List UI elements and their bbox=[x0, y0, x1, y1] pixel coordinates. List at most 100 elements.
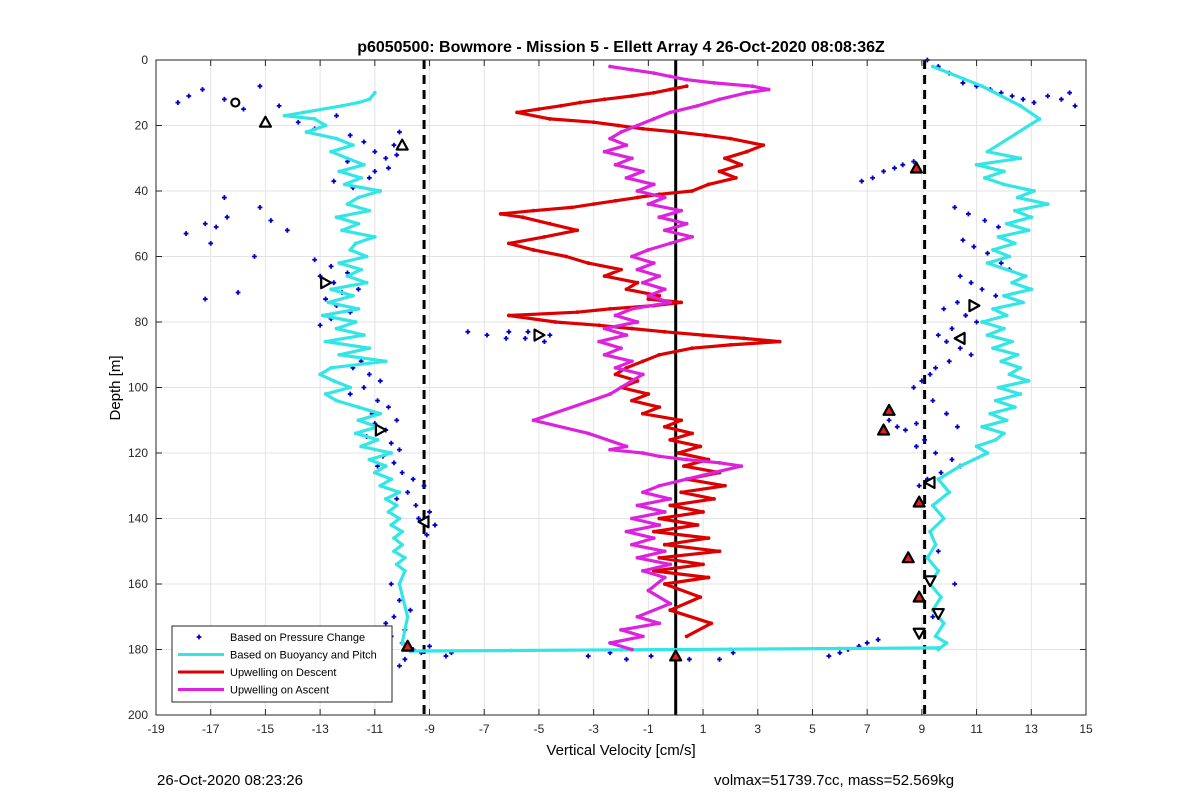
series-point bbox=[991, 346, 995, 351]
series-point bbox=[941, 621, 946, 626]
pressure-point bbox=[221, 96, 227, 102]
series-point bbox=[701, 510, 705, 514]
series-point bbox=[619, 130, 623, 134]
series-point bbox=[1021, 300, 1025, 305]
pressure-point bbox=[914, 421, 919, 426]
series-point bbox=[372, 234, 377, 239]
series-point bbox=[1026, 228, 1031, 233]
series-point bbox=[630, 542, 634, 547]
pressure-point bbox=[317, 322, 323, 328]
series-point bbox=[348, 248, 353, 252]
series-point bbox=[723, 483, 727, 488]
series-point bbox=[323, 339, 328, 344]
y-tick-label: 160 bbox=[128, 577, 148, 591]
pressure-point bbox=[1072, 103, 1078, 109]
series-point bbox=[389, 451, 394, 455]
series-point bbox=[936, 477, 941, 482]
event-marker bbox=[882, 403, 896, 416]
pressure-point bbox=[911, 385, 917, 390]
series-point bbox=[367, 208, 372, 213]
pressure-point bbox=[968, 352, 974, 358]
series-point bbox=[640, 126, 645, 131]
series-point bbox=[351, 293, 355, 298]
pressure-point bbox=[334, 113, 339, 119]
series-point bbox=[340, 103, 344, 108]
y-tick-label: 140 bbox=[128, 512, 148, 526]
series-point bbox=[608, 307, 612, 311]
series-point bbox=[657, 621, 662, 626]
series-point bbox=[930, 503, 935, 508]
series-point bbox=[695, 103, 700, 108]
series-point bbox=[1012, 241, 1017, 246]
event-marker bbox=[669, 649, 683, 662]
series-point bbox=[1029, 215, 1034, 220]
pressure-point bbox=[968, 280, 974, 286]
series-point bbox=[939, 595, 943, 599]
series-point bbox=[624, 143, 629, 148]
series-point bbox=[635, 320, 640, 324]
series-point bbox=[597, 339, 602, 344]
series-point bbox=[712, 470, 716, 475]
series-point bbox=[326, 300, 331, 305]
series-point bbox=[389, 477, 394, 482]
series-point bbox=[1004, 267, 1009, 272]
pressure-point bbox=[900, 162, 906, 168]
series-point bbox=[679, 418, 684, 423]
pressure-point bbox=[949, 457, 955, 462]
pressure-point bbox=[864, 640, 870, 646]
series-point bbox=[646, 293, 651, 298]
series-point bbox=[1002, 169, 1006, 174]
series-point bbox=[400, 529, 405, 534]
series-point bbox=[356, 100, 361, 105]
pressure-point bbox=[391, 614, 397, 620]
x-tick-label: 7 bbox=[864, 722, 871, 736]
series-point bbox=[933, 634, 938, 639]
series-point bbox=[733, 176, 738, 180]
series-point bbox=[657, 274, 662, 279]
series-point bbox=[1002, 182, 1006, 187]
pressure-point bbox=[1058, 96, 1064, 102]
pressure-point bbox=[965, 211, 971, 217]
series-point bbox=[630, 359, 634, 364]
series-point bbox=[684, 477, 689, 482]
pressure-point bbox=[503, 335, 509, 341]
pressure-point bbox=[717, 656, 722, 662]
pressure-point bbox=[946, 358, 952, 364]
pressure-point bbox=[949, 326, 955, 331]
series-point bbox=[569, 205, 574, 210]
series-point bbox=[353, 241, 358, 246]
series-point bbox=[991, 307, 995, 311]
series-point bbox=[982, 176, 987, 180]
series-point bbox=[668, 241, 673, 246]
event-marker bbox=[912, 590, 926, 603]
pressure-point bbox=[955, 299, 960, 305]
series-point bbox=[668, 87, 673, 92]
series-point bbox=[602, 97, 607, 102]
series-point bbox=[993, 438, 998, 442]
x-tick-label: 9 bbox=[919, 722, 926, 736]
series-point bbox=[657, 555, 662, 560]
y-tick-label: 200 bbox=[128, 708, 148, 722]
y-tick-label: 100 bbox=[128, 381, 148, 395]
pressure-point bbox=[328, 263, 334, 269]
series-point bbox=[392, 549, 396, 554]
series-group bbox=[531, 64, 771, 652]
x-axis-label: Vertical Velocity [cm/s] bbox=[546, 742, 695, 759]
pressure-point bbox=[416, 516, 421, 521]
series-point bbox=[356, 405, 361, 410]
series-point bbox=[383, 464, 388, 468]
series-point bbox=[630, 307, 634, 311]
series-point bbox=[591, 120, 596, 125]
series-point bbox=[361, 333, 366, 337]
pressure-point bbox=[938, 470, 944, 476]
series-point bbox=[397, 516, 402, 521]
pressure-point bbox=[377, 378, 383, 384]
series-point bbox=[331, 379, 336, 383]
series-point bbox=[651, 261, 656, 265]
series-point bbox=[1007, 254, 1012, 259]
series-point bbox=[1002, 293, 1006, 298]
pressure-point bbox=[465, 329, 471, 335]
event-marker bbox=[968, 299, 981, 313]
series-point bbox=[668, 438, 673, 442]
series-point bbox=[690, 346, 695, 351]
